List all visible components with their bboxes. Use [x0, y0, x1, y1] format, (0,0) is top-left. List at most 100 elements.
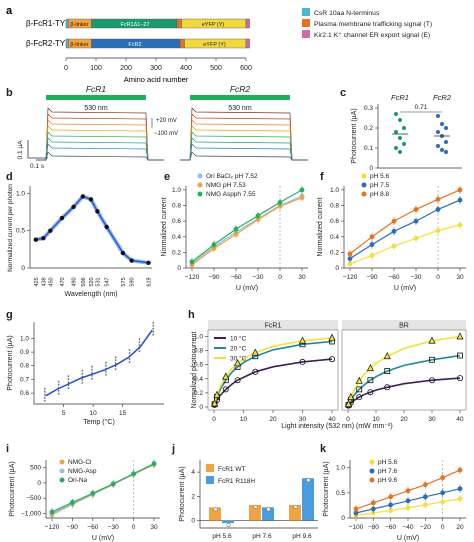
iv-point — [440, 475, 446, 481]
legend-label: pH 5.6 — [378, 459, 398, 466]
category-label: pH 9.6 — [292, 533, 312, 540]
construct-block-trafficking — [176, 18, 182, 29]
temperature-point-marker: * — [81, 373, 84, 379]
photocurrent-bar — [249, 504, 261, 521]
current-trace — [180, 143, 308, 161]
y-tick-label: 0.8 — [172, 203, 181, 210]
construct-block-label: eYFP (Y) — [203, 42, 226, 48]
saturation-marker — [384, 368, 391, 374]
legend-label: Ori-Na — [68, 477, 88, 484]
photocurrent-point — [436, 114, 440, 118]
saturation-marker — [347, 392, 355, 400]
saturation-marker — [251, 348, 259, 356]
panel-j-axes — [199, 460, 318, 529]
photocurrent-point — [398, 118, 402, 122]
construct-block-label: β-linker — [70, 42, 88, 48]
legend-label: Kir2.1 K⁺ channel ER export signal (E) — [314, 32, 430, 39]
spectrum-point — [71, 204, 76, 210]
panel-f: f −120 −90 −60 −30 0 30 0 0.2 0.4 0.6 0.8 1.0 U (mV) N… — [317, 171, 466, 292]
light-pulse-bar — [190, 95, 290, 100]
amino-acid-tick-label: 100 — [90, 65, 102, 72]
iv-point — [405, 505, 411, 511]
photocurrent-point — [444, 126, 448, 130]
iv-point — [211, 242, 217, 247]
iv-point — [49, 509, 55, 515]
x-tick-label: 30 — [298, 274, 306, 281]
temperature-point-marker: * — [57, 390, 60, 396]
x-tick-label: −90 — [67, 524, 78, 531]
temperature-point-marker: * — [152, 334, 155, 340]
panel-letter-c: c — [340, 87, 346, 99]
saturation-marker — [211, 399, 219, 407]
construct-block-csr — [65, 38, 69, 49]
x-tick-label: 0 — [212, 416, 216, 423]
facet-title: FcR1 — [265, 323, 282, 330]
legend-marker — [197, 173, 203, 179]
y-tick-label: 1.0 — [194, 334, 203, 341]
amino-acid-tick-label: 400 — [180, 65, 192, 72]
legend-swatch — [302, 30, 310, 38]
spectrum-point — [146, 260, 151, 265]
temperature-point-marker: * — [81, 370, 84, 376]
legend-marker — [59, 477, 65, 483]
x-tick-label: −120 — [45, 524, 60, 531]
legend-label: pH 9.6 — [378, 477, 398, 484]
temperature-point-marker: * — [128, 350, 131, 356]
temperature-point-marker: * — [128, 356, 131, 362]
iv-point — [347, 256, 353, 262]
temperature-point-marker: * — [44, 397, 47, 403]
photocurrent-point — [402, 126, 406, 130]
temperature-point-marker: * — [91, 378, 94, 384]
photocurrent-bar — [222, 520, 234, 524]
category-label: pH 5.6 — [212, 533, 232, 540]
facet-header — [208, 320, 338, 330]
y-axis-label: Normalized current — [161, 197, 168, 256]
current-trace — [36, 143, 164, 161]
x-tick-label: 619 — [147, 277, 153, 286]
y-tick-label: 0.8 — [194, 348, 203, 355]
legend-label: Ori BaCl₂ pH 7.52 — [206, 173, 258, 180]
x-tick-label: 438 — [41, 277, 47, 286]
panel-letter-f: f — [320, 171, 324, 183]
iv-point — [388, 502, 394, 508]
saturation-marker — [355, 376, 363, 384]
iv-point — [422, 482, 428, 488]
iv-point — [151, 461, 157, 467]
group-title: FcR2 — [433, 93, 452, 102]
legend-marker — [361, 173, 367, 179]
iv-point — [369, 253, 375, 258]
temperature-point-marker: * — [138, 351, 141, 357]
spectrum-point — [120, 250, 126, 256]
iv-point — [457, 467, 463, 473]
photocurrent-point — [436, 144, 440, 148]
amino-acid-axis: 0 100 200 300 400 500 600 — [64, 57, 252, 72]
x-tick-label: −90 — [366, 274, 377, 281]
y-tick-label: 0.2 — [330, 249, 339, 256]
bar-data-point — [226, 523, 231, 528]
scale-bar-current-label: 0.1 µA — [17, 140, 24, 160]
temperature-point-marker: * — [105, 365, 108, 371]
x-tick-label: 10 — [372, 416, 380, 423]
trace-title-fcr2: FcR2 — [230, 84, 251, 94]
temperature-point-marker: * — [57, 381, 60, 387]
iv-point — [435, 196, 441, 202]
iv-point — [457, 496, 463, 502]
panel-letter-k: k — [320, 443, 327, 455]
temperature-point-marker: * — [44, 388, 47, 394]
y-tick-label: 0.9 — [20, 349, 29, 356]
construct-bars: β-linker FcR1Δ1–27 eYFP (Y) β-linker FcR2 eYF… — [65, 18, 250, 49]
group-title: FcR1 — [391, 93, 409, 102]
iv-point — [457, 222, 463, 228]
y-tick-label: 0 — [369, 165, 373, 172]
y-tick-label: 0.7 — [20, 376, 29, 383]
iv-point — [413, 235, 419, 241]
x-tick-label: 470 — [60, 277, 66, 286]
iv-point — [110, 481, 116, 487]
x-axis-label: U (mV) — [92, 535, 114, 542]
spectrum-point — [104, 224, 109, 230]
x-tick-label: 0 — [132, 524, 136, 531]
temperature-point-marker: * — [67, 376, 70, 382]
x-tick-label: 30 — [150, 524, 158, 531]
y-tick-label: 0.6 — [194, 362, 203, 369]
